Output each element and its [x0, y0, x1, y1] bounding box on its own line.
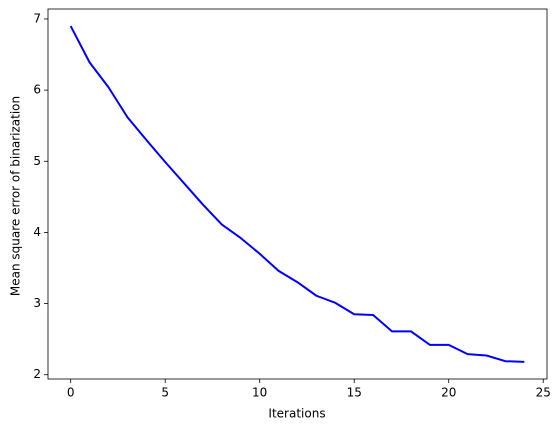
y-tick-label: 7 [33, 11, 41, 25]
y-axis-label: Mean square error of binarization [9, 96, 23, 296]
x-tick-label: 15 [347, 386, 362, 400]
y-tick-label: 3 [33, 296, 41, 310]
y-tick-label: 5 [33, 154, 41, 168]
line [69, 25, 525, 363]
y-tick-label: 2 [33, 367, 41, 381]
y-tick-label: 4 [33, 225, 41, 239]
y-tick-label: 6 [33, 83, 41, 97]
plot-frame [47, 8, 548, 380]
x-tick-label: 0 [67, 386, 75, 400]
x-tick-label: 25 [536, 386, 551, 400]
x-tick-label: 5 [161, 386, 169, 400]
x-tick-label: 10 [252, 386, 267, 400]
x-axis-label: Iterations [268, 407, 325, 421]
x-tick-label: 20 [441, 386, 456, 400]
